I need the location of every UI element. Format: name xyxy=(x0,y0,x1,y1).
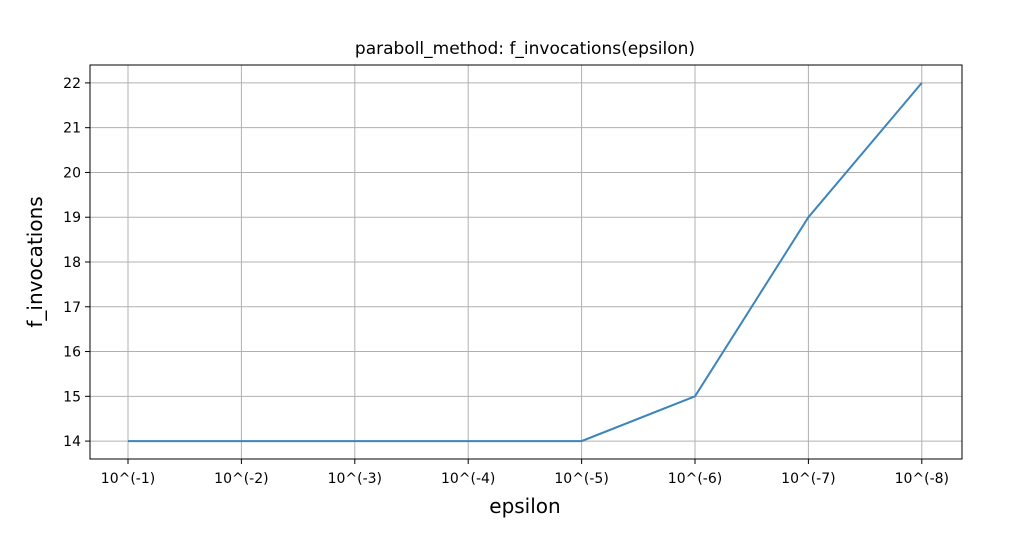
y-tick-label: 17 xyxy=(63,300,81,316)
x-tick-label: 10^(-8) xyxy=(895,471,949,487)
y-tick-label: 21 xyxy=(63,121,81,137)
x-tick-label: 10^(-6) xyxy=(668,471,722,487)
series-line xyxy=(128,82,923,443)
series-group xyxy=(128,82,923,443)
x-tick-label: 10^(-4) xyxy=(441,471,495,487)
y-tick-label: 20 xyxy=(63,165,81,181)
y-tick-label: 16 xyxy=(63,345,81,361)
grid-lines xyxy=(90,65,962,459)
y-axis-label: f_invocations xyxy=(23,196,47,327)
x-tick-label: 10^(-2) xyxy=(214,471,268,487)
chart-title: paraboll_method: f_invocations(epsilon) xyxy=(355,39,695,59)
x-tick-label: 10^(-7) xyxy=(781,471,835,487)
x-tick-label: 10^(-5) xyxy=(554,471,608,487)
x-tick-label: 10^(-1) xyxy=(101,471,155,487)
y-tick-label: 14 xyxy=(63,434,81,450)
y-tick-label: 22 xyxy=(63,76,81,92)
y-tick-label: 15 xyxy=(63,389,81,405)
x-axis-label: epsilon xyxy=(489,494,560,518)
y-tick-label: 18 xyxy=(63,255,81,271)
x-tick-label: 10^(-3) xyxy=(328,471,382,487)
y-axis: 14 15 16 17 18 19 20 21 22 xyxy=(63,76,90,450)
y-tick-label: 19 xyxy=(63,210,81,226)
x-axis: 10^(-1) 10^(-2) 10^(-3) 10^(-4) 10^(-5) 10^(-… xyxy=(101,459,949,487)
